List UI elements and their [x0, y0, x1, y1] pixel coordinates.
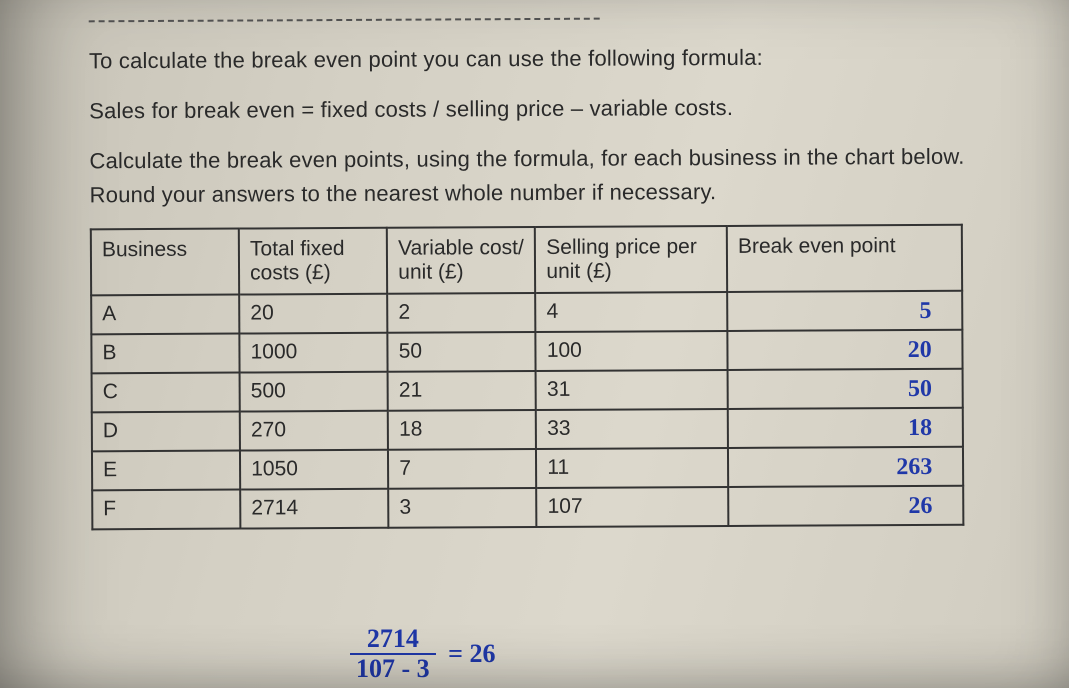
table-row: E 1050 7 11 263 — [92, 447, 963, 491]
cell-fixed: 1000 — [239, 333, 387, 373]
cell-variable: 7 — [388, 449, 536, 489]
cell-selling: 107 — [537, 487, 729, 527]
cell-business: F — [92, 490, 240, 530]
intro-line-2: Sales for break even = fixed costs / sel… — [89, 90, 1018, 129]
header-business: Business — [91, 229, 239, 296]
cell-fixed: 2714 — [240, 489, 388, 529]
cell-business: D — [92, 412, 240, 452]
cell-variable: 18 — [388, 410, 536, 450]
cell-selling: 100 — [536, 331, 728, 371]
breakeven-table: Business Total fixed costs (£) Variable … — [90, 224, 965, 531]
header-fixed: Total fixed costs (£) — [239, 228, 387, 295]
cell-selling: 11 — [536, 448, 728, 488]
header-variable: Variable cost/ unit (£) — [387, 227, 535, 294]
table-row: B 1000 50 100 20 — [91, 330, 962, 374]
cell-fixed: 500 — [240, 372, 388, 412]
table-row: C 500 21 31 50 — [92, 369, 963, 413]
cell-selling: 4 — [535, 292, 727, 332]
cell-business: E — [92, 451, 240, 491]
cell-selling: 31 — [536, 370, 728, 410]
cell-fixed: 1050 — [240, 450, 388, 490]
cell-fixed: 270 — [240, 411, 388, 451]
header-selling: Selling price per unit (£) — [535, 226, 727, 293]
equals-result: = 26 — [448, 639, 495, 668]
cell-business: C — [92, 373, 240, 413]
cell-fixed: 20 — [239, 294, 387, 334]
cell-breakeven: 50 — [728, 369, 963, 409]
cell-business: B — [91, 334, 239, 374]
cell-breakeven: 263 — [728, 447, 963, 487]
cell-breakeven: 20 — [727, 330, 962, 370]
cell-variable: 3 — [388, 488, 536, 528]
cell-variable: 2 — [387, 293, 535, 333]
handwritten-calculation: 2714 107 - 3 = 26 — [350, 625, 496, 682]
table-row: A 20 2 4 5 — [91, 291, 962, 335]
fraction-numerator: 2714 — [350, 625, 436, 654]
header-breakeven: Break even point — [727, 225, 963, 292]
divider-dashed — [89, 18, 600, 23]
table-row: D 270 18 33 18 — [92, 408, 963, 452]
cell-variable: 50 — [388, 332, 536, 372]
cell-breakeven: 18 — [728, 408, 963, 448]
cell-breakeven: 5 — [727, 291, 962, 331]
cell-breakeven: 26 — [728, 486, 963, 526]
table-header-row: Business Total fixed costs (£) Variable … — [91, 225, 963, 296]
intro-line-1: To calculate the break even point you ca… — [89, 39, 1018, 78]
intro-line-3: Calculate the break even points, using t… — [89, 140, 1018, 213]
table-row: F 2714 3 107 26 — [92, 486, 963, 530]
cell-business: A — [91, 295, 239, 335]
worksheet-page: To calculate the break even point you ca… — [0, 0, 1069, 531]
fraction-denominator: 107 - 3 — [350, 655, 436, 682]
fraction: 2714 107 - 3 — [350, 625, 436, 682]
cell-selling: 33 — [536, 409, 728, 449]
cell-variable: 21 — [388, 371, 536, 411]
